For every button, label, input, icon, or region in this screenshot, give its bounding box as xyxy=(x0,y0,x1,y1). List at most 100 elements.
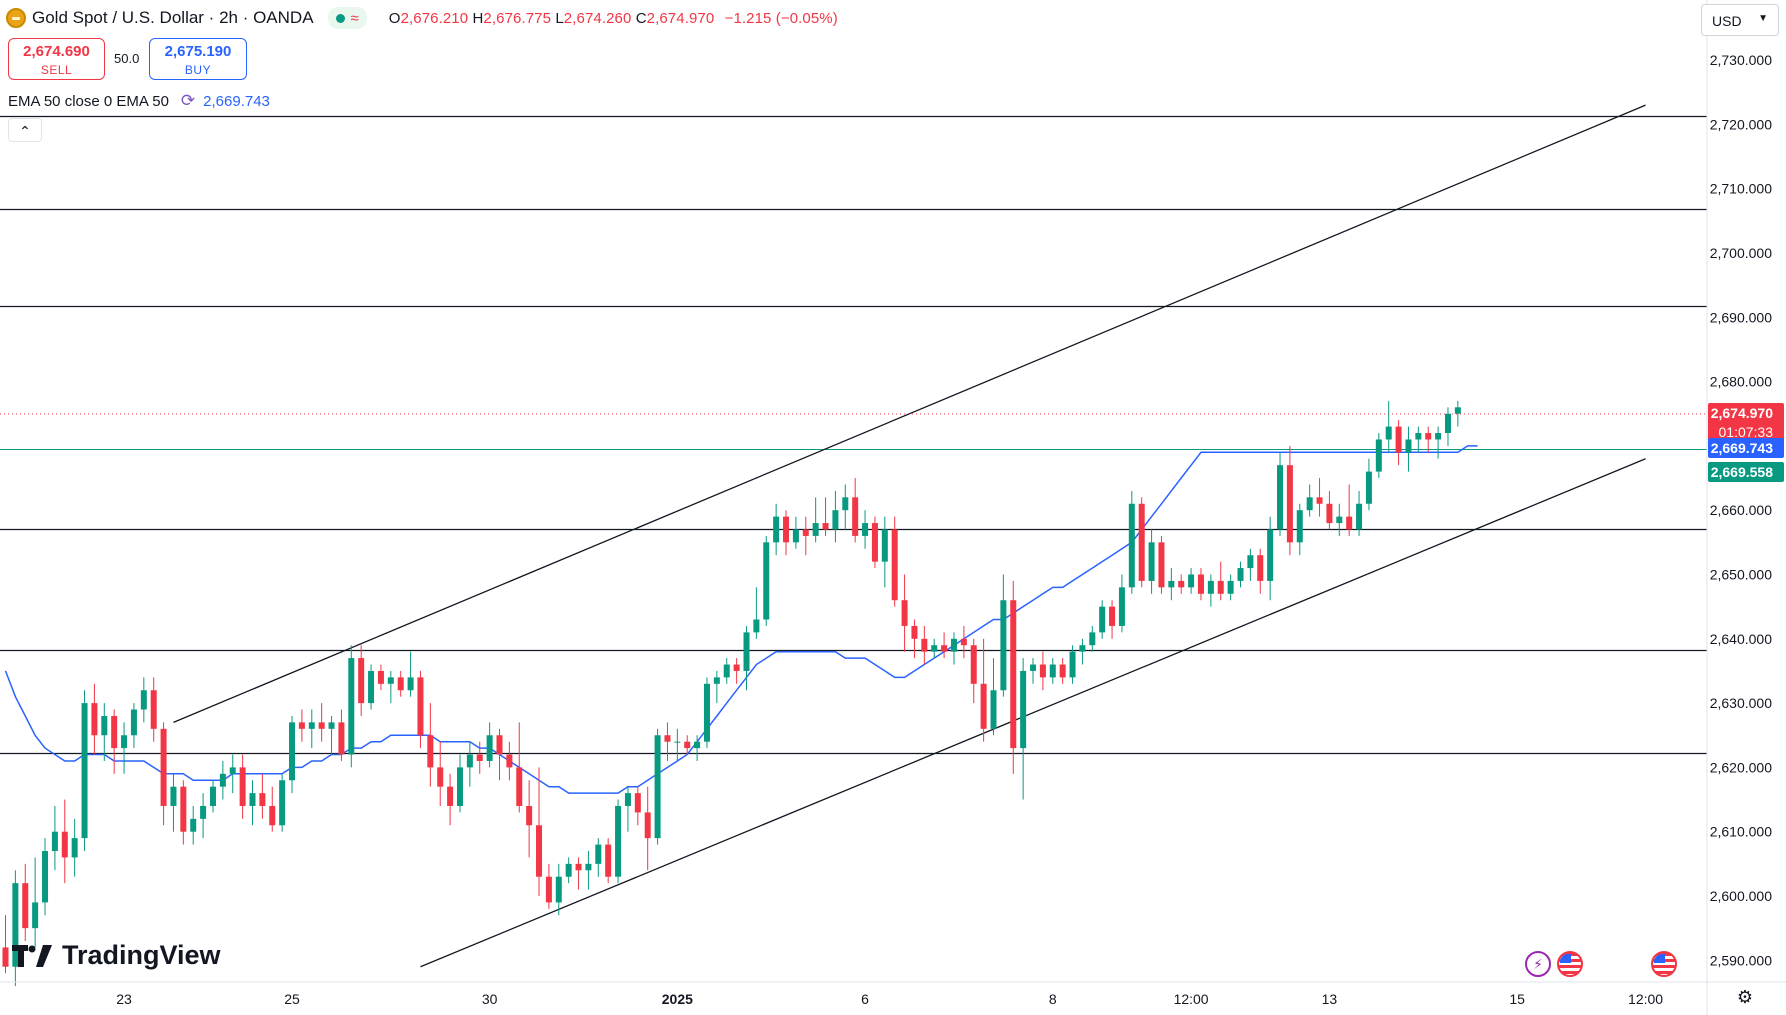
candle-up xyxy=(1454,407,1461,414)
candle-up xyxy=(950,638,957,652)
time-tick-label: 6 xyxy=(861,991,869,1007)
candle-down xyxy=(338,722,345,755)
sell-price: 2,674.690 xyxy=(23,43,90,60)
candle-down xyxy=(891,529,898,601)
candle-up xyxy=(229,767,236,774)
open-value: 2,676.210 xyxy=(400,9,469,27)
candle-up xyxy=(615,805,622,877)
ema-price-label: 2,669.743 xyxy=(1711,440,1773,456)
flash-icon[interactable]: ⚡ xyxy=(1525,951,1551,977)
last-price-label-bg xyxy=(1708,403,1784,443)
candle-up xyxy=(703,683,710,742)
sell-button[interactable]: 2,674.690 SELL xyxy=(8,38,105,80)
candle-up xyxy=(1049,664,1056,678)
refresh-icon[interactable]: ⟳ xyxy=(180,91,196,110)
candle-up xyxy=(1227,580,1234,594)
candle-up xyxy=(308,722,315,729)
currency-select[interactable]: USD ▼ xyxy=(1701,4,1779,36)
us-flag-icon[interactable] xyxy=(1651,951,1677,977)
candle-up xyxy=(595,844,602,864)
candle-down xyxy=(447,786,454,806)
candle-down xyxy=(298,722,305,729)
candle-up xyxy=(1296,510,1303,543)
candle-down xyxy=(437,767,444,787)
candle-up xyxy=(1277,465,1284,530)
candle-down xyxy=(783,516,790,543)
channel-lower-line xyxy=(420,458,1646,968)
candle-down xyxy=(1346,516,1353,530)
candle-down xyxy=(901,600,908,626)
time-tick-label: 12:00 xyxy=(1628,991,1663,1007)
indicator-legend[interactable]: EMA 50 close 0 EMA 50 ⟳ 2,669.743 xyxy=(8,91,270,111)
candle-down xyxy=(160,728,167,806)
time-tick-label: 13 xyxy=(1322,991,1338,1007)
price-channel xyxy=(173,104,1646,968)
price-tick-label: 2,710.000 xyxy=(1710,181,1772,197)
collapse-legend-button[interactable]: ⌃ xyxy=(8,118,42,142)
candle-down xyxy=(526,805,533,826)
close-value: 2,674.970 xyxy=(646,9,715,27)
low-value: 2,674.260 xyxy=(563,9,632,27)
sell-label: SELL xyxy=(40,63,73,77)
candle-down xyxy=(871,523,878,562)
candle-up xyxy=(990,690,997,729)
price-tick-label: 2,650.000 xyxy=(1710,567,1772,583)
chevron-up-icon: ⌃ xyxy=(19,123,31,139)
ema50-line xyxy=(4,445,1478,794)
candle-up xyxy=(654,735,661,839)
candle-down xyxy=(417,677,424,736)
candle-up xyxy=(368,670,375,704)
candle-up xyxy=(743,632,750,671)
candle-up xyxy=(279,780,286,826)
candle-down xyxy=(397,677,404,691)
candle-up xyxy=(1306,497,1313,511)
symbol-title[interactable]: Gold Spot / U.S. Dollar · 2h · OANDA xyxy=(32,8,314,27)
candle-down xyxy=(506,754,513,768)
ema-label-bg xyxy=(1708,438,1784,458)
candle-down xyxy=(1217,580,1224,594)
price-tick-label: 2,690.000 xyxy=(1710,309,1772,325)
candle-down xyxy=(358,658,365,704)
tradingview-mark-icon xyxy=(12,944,52,967)
time-tick-label: 30 xyxy=(482,991,498,1007)
candle-up xyxy=(1267,529,1274,581)
candle-down xyxy=(1059,664,1066,678)
indicator-value: 2,669.743 xyxy=(203,92,270,110)
us-flag-icon[interactable] xyxy=(1557,951,1583,977)
candle-down xyxy=(318,722,325,729)
time-tick-label: 8 xyxy=(1049,991,1057,1007)
candle-up xyxy=(328,722,335,729)
candle-up xyxy=(1237,568,1244,581)
countdown-label: 01:07:33 xyxy=(1719,424,1774,440)
candle-up xyxy=(792,529,799,543)
candle-down xyxy=(22,883,29,929)
candle-down xyxy=(496,735,503,755)
market-status[interactable]: ≈ xyxy=(327,7,367,29)
candle-up xyxy=(1356,503,1363,530)
candle-up xyxy=(1030,664,1037,671)
candle-up xyxy=(219,773,226,787)
candle-down xyxy=(1109,606,1116,626)
support-resistance-levels: 2,721.3072,706.7922,691.7632,657.0062,63… xyxy=(0,106,1784,764)
candle-up xyxy=(862,523,869,536)
candle-down xyxy=(802,529,809,536)
buy-button[interactable]: 2,675.190 BUY xyxy=(149,38,247,80)
candle-up xyxy=(209,786,216,806)
candle-down xyxy=(2,947,9,967)
candle-up xyxy=(456,767,463,806)
tradingview-logo[interactable]: TradingView xyxy=(12,940,221,971)
price-tick-label: 2,700.000 xyxy=(1710,245,1772,261)
candle-up xyxy=(32,902,39,929)
candle-down xyxy=(239,767,246,806)
candle-down xyxy=(150,690,157,729)
candle-down xyxy=(476,754,483,761)
candle-up xyxy=(1375,439,1382,472)
settings-icon[interactable]: ⚙ xyxy=(1736,987,1754,1007)
candle-up xyxy=(51,831,58,851)
candle-up xyxy=(1020,670,1027,749)
candle-up xyxy=(121,735,128,749)
channel-upper-line xyxy=(173,104,1646,723)
candle-down xyxy=(1316,497,1323,504)
candle-up xyxy=(1365,471,1372,504)
